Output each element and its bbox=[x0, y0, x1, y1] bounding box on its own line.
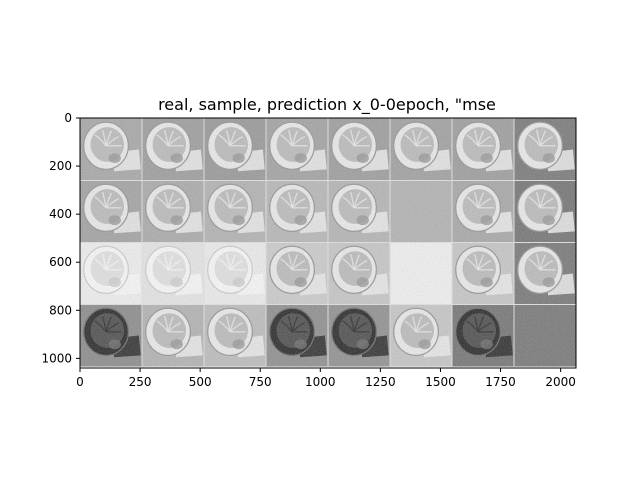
tile-noise bbox=[142, 180, 204, 243]
image-tile bbox=[142, 118, 204, 181]
x-tick-label: 1250 bbox=[365, 375, 396, 389]
x-tick-label: 1000 bbox=[305, 375, 336, 389]
image-tile bbox=[390, 180, 452, 243]
image-tile bbox=[142, 180, 204, 243]
chart-title: real, sample, prediction x_0-0epoch, "ms… bbox=[158, 95, 496, 115]
tile-noise bbox=[80, 242, 142, 305]
x-tick-label: 1500 bbox=[425, 375, 456, 389]
image-tile bbox=[390, 242, 452, 305]
image-tile bbox=[266, 180, 328, 243]
tile-noise bbox=[390, 304, 452, 367]
tile-noise bbox=[514, 118, 576, 181]
image-tile bbox=[514, 180, 576, 243]
x-tick-label: 2000 bbox=[545, 375, 576, 389]
tile-noise bbox=[452, 304, 514, 367]
image-tile bbox=[452, 304, 514, 367]
image-tile bbox=[266, 304, 328, 367]
image-grid bbox=[80, 118, 576, 368]
tile-noise bbox=[80, 180, 142, 243]
image-tile bbox=[452, 118, 514, 181]
tile-noise bbox=[452, 242, 514, 305]
tile-noise bbox=[328, 180, 390, 243]
image-tile bbox=[142, 304, 204, 367]
tile-noise bbox=[452, 118, 514, 181]
image-tile bbox=[328, 118, 390, 181]
tile-noise bbox=[390, 118, 452, 181]
tile-noise bbox=[328, 304, 390, 367]
axes-frame bbox=[79, 117, 577, 369]
y-tick-label: 200 bbox=[49, 159, 72, 173]
image-tile bbox=[452, 180, 514, 243]
x-axis: 0 250 500 750 1000 1250 1500 1750 2000 bbox=[76, 368, 576, 389]
image-tile bbox=[390, 118, 452, 181]
image-tile bbox=[80, 118, 142, 181]
image-tile bbox=[142, 242, 204, 305]
tile-noise bbox=[142, 304, 204, 367]
tile-noise bbox=[514, 242, 576, 305]
y-tick-label: 400 bbox=[49, 207, 72, 221]
tile-noise bbox=[204, 242, 266, 305]
tile-noise bbox=[514, 304, 576, 367]
tile-noise bbox=[328, 118, 390, 181]
image-tile bbox=[204, 242, 266, 305]
y-tick-label: 800 bbox=[49, 303, 72, 317]
tile-noise bbox=[80, 118, 142, 181]
image-tile bbox=[514, 242, 576, 305]
tile-noise bbox=[204, 118, 266, 181]
y-tick-label: 0 bbox=[64, 111, 72, 125]
x-tick-label: 500 bbox=[189, 375, 212, 389]
image-tile bbox=[514, 304, 576, 367]
tile-noise bbox=[142, 118, 204, 181]
x-tick-label: 750 bbox=[249, 375, 272, 389]
image-tile bbox=[80, 180, 142, 243]
x-tick-label: 250 bbox=[129, 375, 152, 389]
image-tile bbox=[452, 242, 514, 305]
tile-noise bbox=[266, 242, 328, 305]
image-tile bbox=[204, 180, 266, 243]
image-tile bbox=[80, 242, 142, 305]
tile-noise bbox=[514, 180, 576, 243]
y-tick-label: 1000 bbox=[41, 351, 72, 365]
y-tick-label: 600 bbox=[49, 255, 72, 269]
image-tile bbox=[328, 242, 390, 305]
image-tile bbox=[266, 242, 328, 305]
image-tile bbox=[266, 118, 328, 181]
x-tick-label: 1750 bbox=[485, 375, 516, 389]
image-tile bbox=[514, 118, 576, 181]
image-tile bbox=[328, 180, 390, 243]
tile-noise bbox=[204, 304, 266, 367]
tile-noise bbox=[266, 180, 328, 243]
tile-noise bbox=[328, 242, 390, 305]
tile-noise bbox=[266, 118, 328, 181]
image-tile bbox=[204, 118, 266, 181]
image-tile bbox=[204, 304, 266, 367]
tile-noise bbox=[390, 180, 452, 243]
image-tile bbox=[328, 304, 390, 367]
image-tile bbox=[80, 304, 142, 367]
image-tile bbox=[390, 304, 452, 367]
tile-noise bbox=[452, 180, 514, 243]
y-axis: 0 200 400 600 800 1000 bbox=[41, 111, 80, 365]
tile-noise bbox=[80, 304, 142, 367]
tile-noise bbox=[266, 304, 328, 367]
tile-noise bbox=[204, 180, 266, 243]
x-tick-label: 0 bbox=[76, 375, 84, 389]
tile-noise bbox=[390, 242, 452, 305]
tile-noise bbox=[142, 242, 204, 305]
